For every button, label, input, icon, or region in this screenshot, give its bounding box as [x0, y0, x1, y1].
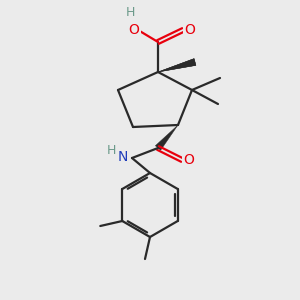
Polygon shape — [155, 125, 178, 150]
Text: H: H — [125, 5, 135, 19]
Text: O: O — [184, 153, 194, 167]
Text: O: O — [184, 23, 195, 37]
Text: H: H — [106, 143, 116, 157]
Text: O: O — [129, 23, 140, 37]
Polygon shape — [158, 58, 196, 72]
Polygon shape — [158, 58, 196, 72]
Text: N: N — [118, 150, 128, 164]
